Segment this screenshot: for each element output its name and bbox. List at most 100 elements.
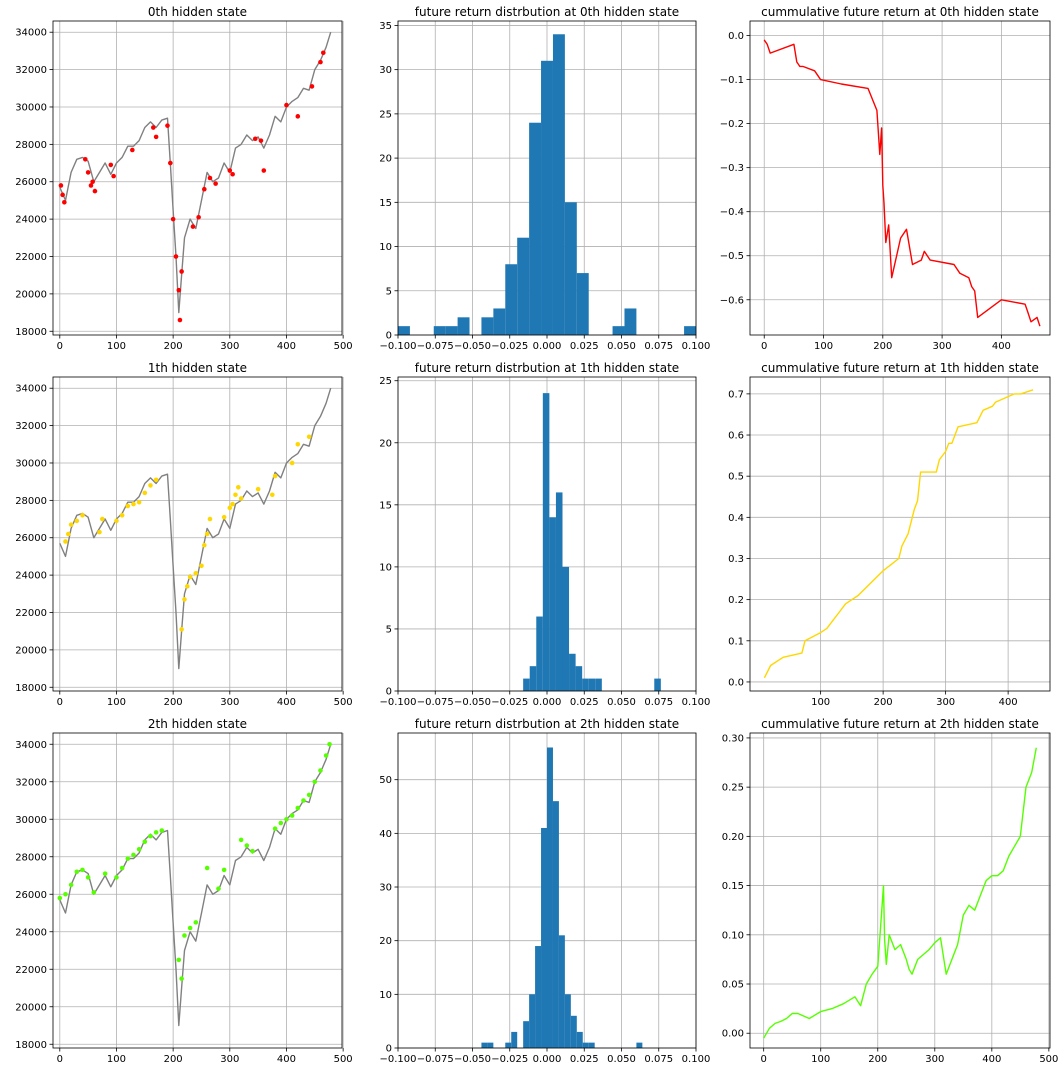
histogram-bar (523, 678, 530, 691)
y-tick-label: 30 (379, 65, 392, 76)
x-tick-label: 400 (277, 697, 296, 708)
state-point (261, 168, 267, 173)
state-point (177, 317, 183, 323)
y-tick-label: 20 (379, 438, 392, 449)
state-point (153, 134, 159, 140)
state-point (289, 813, 295, 818)
histogram-bar (588, 1042, 595, 1048)
y-tick-label: 18000 (15, 683, 47, 694)
subplot-title: future return distrbution at 0th hidden … (415, 5, 679, 19)
y-tick-label: 18000 (15, 1040, 47, 1051)
histogram-bar (588, 678, 596, 691)
y-tick-label: 0.30 (722, 733, 744, 744)
histogram-bar (511, 1031, 518, 1048)
y-tick-label: 26000 (15, 533, 47, 544)
subplot-2: −0.100 −0.075 −0.050 −0.025 0.000 0.025 0.050 0… (379, 5, 710, 352)
x-tick-label: 0.075 (644, 1054, 673, 1065)
state-point (199, 563, 204, 569)
state-point (83, 157, 88, 162)
x-tick-label: 0 (761, 1054, 767, 1065)
histogram-bar (535, 946, 542, 1048)
state-point (253, 136, 258, 142)
y-tick-label: 0.25 (722, 783, 744, 794)
x-tick-label: 200 (873, 341, 892, 352)
state-point (136, 499, 142, 505)
state-point (159, 828, 165, 833)
y-tick-label: 34000 (15, 384, 47, 395)
histogram-bar (547, 747, 553, 1048)
y-tick-label: 34000 (15, 740, 47, 751)
x-tick-label: 0.050 (607, 1054, 636, 1065)
state-point (238, 496, 244, 501)
state-point (318, 59, 323, 65)
subplot-title: 1th hidden state (148, 361, 247, 375)
state-point (250, 848, 255, 854)
y-tick-label: 0.0 (728, 31, 744, 42)
state-point (221, 867, 227, 873)
y-tick-label: 28000 (15, 852, 47, 863)
state-point (207, 516, 213, 522)
axes-frame (52, 20, 343, 336)
state-point (68, 882, 74, 888)
subplot-title: cummulative future return at 0th hidden … (761, 5, 1039, 19)
state-point (190, 224, 196, 229)
y-tick-label: 0.1 (728, 636, 744, 647)
histogram-bar (493, 308, 506, 335)
histogram-bar (576, 273, 589, 335)
x-tick-label: −0.075 (417, 697, 454, 708)
cumulative-return-line (763, 389, 1034, 679)
state-point (60, 192, 65, 198)
histogram-bar (529, 666, 537, 691)
x-tick-label: 400 (992, 341, 1011, 352)
state-point (148, 833, 153, 839)
subplot-title: 2th hidden state (148, 717, 247, 731)
state-point (173, 254, 179, 259)
x-tick-label: 200 (868, 1054, 887, 1065)
histogram-bar (487, 1042, 494, 1048)
y-tick-label: 20000 (15, 1002, 47, 1013)
x-tick-label: 0 (761, 341, 767, 352)
axes-frame (52, 732, 343, 1049)
x-tick-label: 400 (277, 341, 296, 352)
histogram-bar (541, 60, 553, 335)
state-point (66, 531, 71, 537)
subplot-5: −0.100 −0.075 −0.050 −0.025 0.000 0.025 0.050 0… (379, 361, 710, 708)
histogram-bar (555, 492, 563, 691)
x-tick-label: 100 (107, 1054, 126, 1065)
state-point (270, 492, 275, 498)
state-point (312, 779, 318, 785)
axes-frame (52, 376, 343, 692)
state-point (306, 434, 312, 440)
histogram-bar (582, 1042, 589, 1048)
x-tick-label: 0 (57, 1054, 63, 1065)
state-point (207, 175, 213, 181)
state-point (108, 162, 114, 168)
histogram-bar (684, 326, 696, 335)
y-tick-label: 30000 (15, 458, 47, 469)
x-tick-label: 0 (57, 697, 63, 708)
x-tick-label: 100 (107, 341, 126, 352)
state-point (258, 138, 264, 143)
state-point (80, 513, 85, 518)
histogram-bar (433, 326, 446, 335)
histogram-bar (612, 326, 625, 335)
subplot-title: future return distrbution at 2th hidden … (415, 717, 679, 731)
x-tick-label: 500 (334, 1054, 353, 1065)
state-point (168, 160, 173, 166)
x-tick-label: 0 (57, 341, 63, 352)
state-point (91, 890, 97, 895)
state-point (153, 477, 159, 483)
state-point (196, 214, 201, 220)
y-tick-label: −0.2 (720, 119, 744, 130)
state-point (204, 531, 210, 537)
histogram-bar (549, 517, 556, 691)
y-tick-label: 10 (379, 562, 392, 573)
x-tick-label: 0.050 (607, 341, 636, 352)
y-tick-label: 50 (379, 775, 392, 786)
histogram-bar (517, 237, 530, 335)
state-point (100, 516, 105, 522)
x-tick-label: −0.025 (491, 1054, 528, 1065)
y-tick-label: 0.20 (722, 832, 744, 843)
y-tick-label: 0.05 (722, 980, 744, 991)
